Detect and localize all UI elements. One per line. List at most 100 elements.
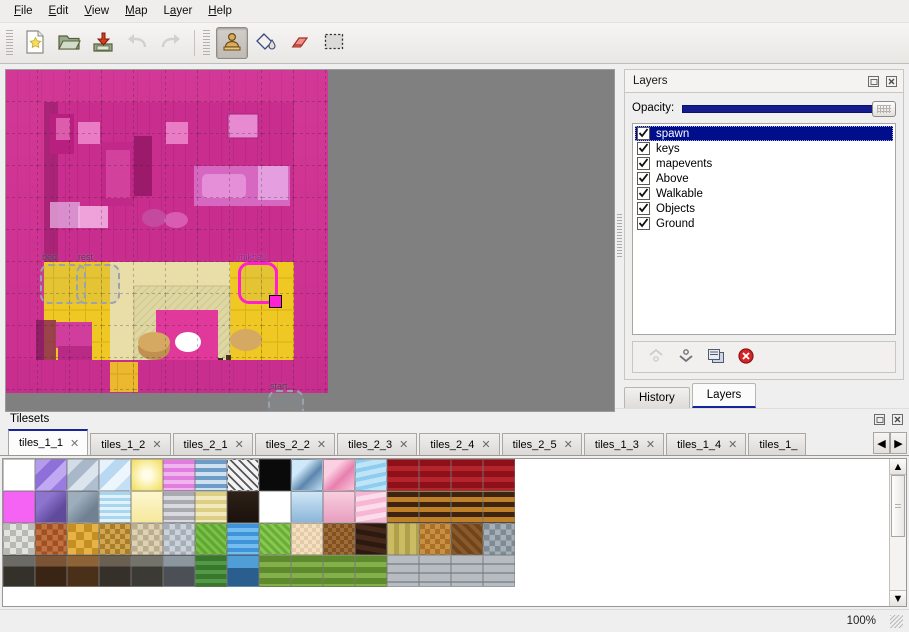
tileset-tab-tiles_1_5[interactable]: tiles_1_ bbox=[748, 433, 807, 455]
tile[interactable] bbox=[99, 555, 131, 587]
tile[interactable] bbox=[3, 523, 35, 555]
resize-grip-icon[interactable] bbox=[890, 614, 903, 628]
tile[interactable] bbox=[291, 491, 323, 523]
tile[interactable] bbox=[99, 459, 131, 491]
tile[interactable] bbox=[483, 459, 515, 491]
close-icon[interactable] bbox=[884, 74, 899, 89]
tile[interactable] bbox=[355, 459, 387, 491]
tile[interactable] bbox=[67, 491, 99, 523]
tile[interactable] bbox=[355, 491, 387, 523]
scroll-tabs-right-button[interactable]: ▶ bbox=[890, 432, 907, 454]
layer-row-keys[interactable]: keys bbox=[635, 141, 893, 156]
menu-help[interactable]: Help bbox=[200, 2, 240, 20]
tile[interactable] bbox=[35, 523, 67, 555]
tile[interactable] bbox=[323, 491, 355, 523]
layer-list[interactable]: spawn keys mapevents Above bbox=[632, 123, 896, 335]
float-window-icon[interactable] bbox=[866, 74, 881, 89]
tile[interactable] bbox=[291, 555, 323, 587]
tileset-tab-tiles_1_2[interactable]: tiles_1_2 ✕ bbox=[90, 433, 171, 455]
tile[interactable] bbox=[227, 459, 259, 491]
toolbar-drag-handle[interactable] bbox=[6, 30, 13, 56]
lower-layer-button[interactable] bbox=[673, 345, 699, 369]
tile[interactable] bbox=[355, 523, 387, 555]
tileset-view[interactable]: ▲ ▼ bbox=[2, 458, 907, 607]
tileset-tab-tiles_1_1[interactable]: tiles_1_1 ✕ bbox=[8, 429, 89, 455]
tile-grid[interactable] bbox=[3, 459, 889, 606]
vertical-splitter[interactable] bbox=[615, 64, 624, 408]
layer-visibility-checkbox[interactable] bbox=[637, 172, 650, 185]
tab-history[interactable]: History bbox=[624, 387, 690, 408]
select-region-tool[interactable] bbox=[318, 27, 350, 59]
menu-file[interactable]: File bbox=[6, 2, 41, 20]
tile[interactable] bbox=[163, 523, 195, 555]
float-window-icon[interactable] bbox=[872, 412, 887, 427]
tile[interactable] bbox=[419, 555, 451, 587]
new-map-button[interactable] bbox=[19, 27, 51, 59]
scroll-tabs-left-button[interactable]: ◀ bbox=[873, 432, 890, 454]
tile[interactable] bbox=[195, 459, 227, 491]
tile[interactable] bbox=[195, 555, 227, 587]
tile[interactable] bbox=[387, 491, 419, 523]
tile[interactable] bbox=[451, 555, 483, 587]
layer-visibility-checkbox[interactable] bbox=[637, 217, 650, 230]
undo-button[interactable] bbox=[121, 27, 153, 59]
tileset-tab-tiles_2_5[interactable]: tiles_2_5 ✕ bbox=[501, 433, 582, 455]
open-map-button[interactable] bbox=[53, 27, 85, 59]
tile[interactable] bbox=[451, 459, 483, 491]
scroll-up-button[interactable]: ▲ bbox=[890, 459, 906, 475]
tile[interactable] bbox=[67, 523, 99, 555]
layer-visibility-checkbox[interactable] bbox=[637, 187, 650, 200]
opacity-slider-knob[interactable] bbox=[872, 101, 896, 117]
layer-visibility-checkbox[interactable] bbox=[637, 127, 650, 140]
tile[interactable] bbox=[3, 491, 35, 523]
tile[interactable] bbox=[227, 491, 259, 523]
tile[interactable] bbox=[259, 523, 291, 555]
layer-row-objects[interactable]: Objects bbox=[635, 201, 893, 216]
layer-row-spawn[interactable]: spawn bbox=[635, 126, 893, 141]
map-object-rest[interactable] bbox=[76, 264, 120, 304]
tile[interactable] bbox=[163, 555, 195, 587]
tile[interactable] bbox=[451, 523, 483, 555]
map-viewport[interactable]: bed rest mikhail andor:] entr... start..… bbox=[5, 69, 615, 412]
tile[interactable] bbox=[387, 555, 419, 587]
tile[interactable] bbox=[35, 555, 67, 587]
delete-layer-button[interactable] bbox=[733, 345, 759, 369]
menu-layer[interactable]: Layer bbox=[156, 2, 201, 20]
map-canvas[interactable] bbox=[6, 70, 328, 411]
tile[interactable] bbox=[131, 523, 163, 555]
close-icon[interactable]: ✕ bbox=[316, 439, 327, 451]
tile[interactable] bbox=[259, 491, 291, 523]
close-icon[interactable]: ✕ bbox=[728, 439, 738, 451]
tile[interactable] bbox=[99, 491, 131, 523]
tile[interactable] bbox=[419, 491, 451, 523]
tile[interactable] bbox=[259, 459, 291, 491]
tile[interactable] bbox=[419, 459, 451, 491]
menu-edit[interactable]: Edit bbox=[41, 2, 77, 20]
scrollbar-thumb[interactable] bbox=[891, 475, 905, 537]
tile[interactable] bbox=[483, 523, 515, 555]
duplicate-layer-button[interactable] bbox=[703, 345, 729, 369]
close-icon[interactable]: ✕ bbox=[645, 439, 656, 451]
tile[interactable] bbox=[355, 555, 387, 587]
close-icon[interactable] bbox=[890, 412, 905, 427]
tile[interactable] bbox=[163, 459, 195, 491]
layer-row-above[interactable]: Above bbox=[635, 171, 893, 186]
tileset-tab-tiles_2_4[interactable]: tiles_2_4 ✕ bbox=[419, 433, 500, 455]
save-map-button[interactable] bbox=[87, 27, 119, 59]
menu-view[interactable]: View bbox=[76, 2, 117, 20]
tile[interactable] bbox=[387, 459, 419, 491]
menu-map[interactable]: Map bbox=[117, 2, 155, 20]
close-icon[interactable]: ✕ bbox=[70, 437, 80, 450]
redo-button[interactable] bbox=[155, 27, 187, 59]
tileset-tab-tiles_2_2[interactable]: tiles_2_2 ✕ bbox=[254, 433, 336, 455]
close-icon[interactable]: ✕ bbox=[481, 439, 491, 451]
tileset-vertical-scrollbar[interactable]: ▲ ▼ bbox=[889, 459, 906, 606]
tile[interactable] bbox=[3, 555, 35, 587]
eraser-tool[interactable] bbox=[284, 27, 316, 59]
tile[interactable] bbox=[451, 491, 483, 523]
tile[interactable] bbox=[131, 491, 163, 523]
tile[interactable] bbox=[259, 555, 291, 587]
tile[interactable] bbox=[195, 523, 227, 555]
map-object-resize-handle[interactable] bbox=[269, 295, 282, 308]
tile[interactable] bbox=[35, 491, 67, 523]
